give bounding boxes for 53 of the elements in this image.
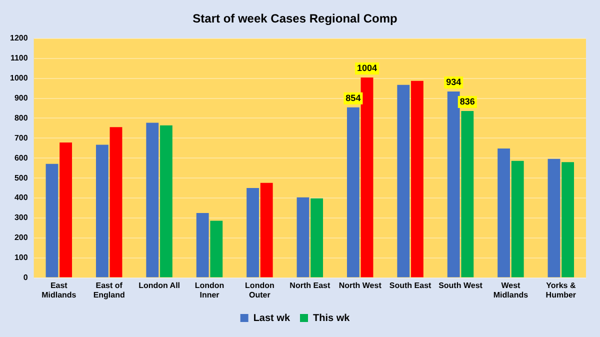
bar (196, 212, 209, 278)
bar (96, 144, 108, 278)
bar (562, 162, 574, 278)
x-tick-label: North East (290, 280, 330, 290)
bar (346, 107, 360, 278)
chart-title: Start of week Cases Regional Comp (192, 12, 398, 26)
bar (310, 198, 324, 278)
bar (246, 188, 260, 278)
bar (210, 220, 223, 278)
x-tick-label: London Inner (194, 280, 224, 300)
bar (410, 80, 424, 278)
bar (511, 160, 524, 278)
x-tick-label: East of England (93, 280, 125, 300)
bar (548, 158, 560, 278)
y-tick-label: 0 (23, 273, 28, 282)
x-tick-label: Yorks & Humber (546, 280, 576, 300)
bar (110, 127, 122, 278)
data-label: 854 (346, 92, 361, 103)
bar (397, 84, 410, 278)
bar (447, 91, 460, 278)
y-tick-label: 600 (14, 153, 28, 162)
bar (498, 148, 510, 278)
y-tick-label: 1100 (10, 54, 28, 63)
legend-label: This wk (313, 312, 350, 324)
data-label: 836 (460, 96, 475, 106)
bar (46, 164, 58, 278)
y-tick-label: 700 (14, 133, 28, 142)
bar (461, 111, 474, 278)
x-tick-label: North West (338, 280, 382, 290)
y-tick-label: 1000 (10, 74, 28, 83)
bar (260, 182, 273, 278)
bar (360, 78, 374, 278)
y-tick-label: 500 (14, 173, 28, 182)
y-tick-label: 900 (14, 93, 28, 102)
x-tick-label: East Midlands (42, 280, 77, 300)
y-tick-label: 300 (14, 213, 28, 222)
x-tick-label: West Midlands (493, 280, 529, 300)
y-tick-label: 1200 (10, 34, 28, 43)
y-tick-label: 100 (14, 253, 28, 262)
x-tick-label: London Outer (245, 280, 274, 300)
y-tick-label: 200 (14, 233, 28, 242)
bar (146, 122, 159, 278)
x-tick-label: London All (138, 280, 180, 290)
bar (296, 197, 310, 278)
x-tick-label: South East (389, 280, 432, 290)
bar (60, 142, 72, 278)
legend-label: Last wk (253, 312, 290, 324)
data-label: 934 (446, 76, 462, 87)
y-tick-label: 400 (14, 193, 28, 202)
data-label: 1004 (356, 62, 378, 73)
bar (160, 125, 172, 278)
y-tick-label: 800 (14, 113, 28, 122)
x-tick-label: South West (438, 280, 483, 290)
